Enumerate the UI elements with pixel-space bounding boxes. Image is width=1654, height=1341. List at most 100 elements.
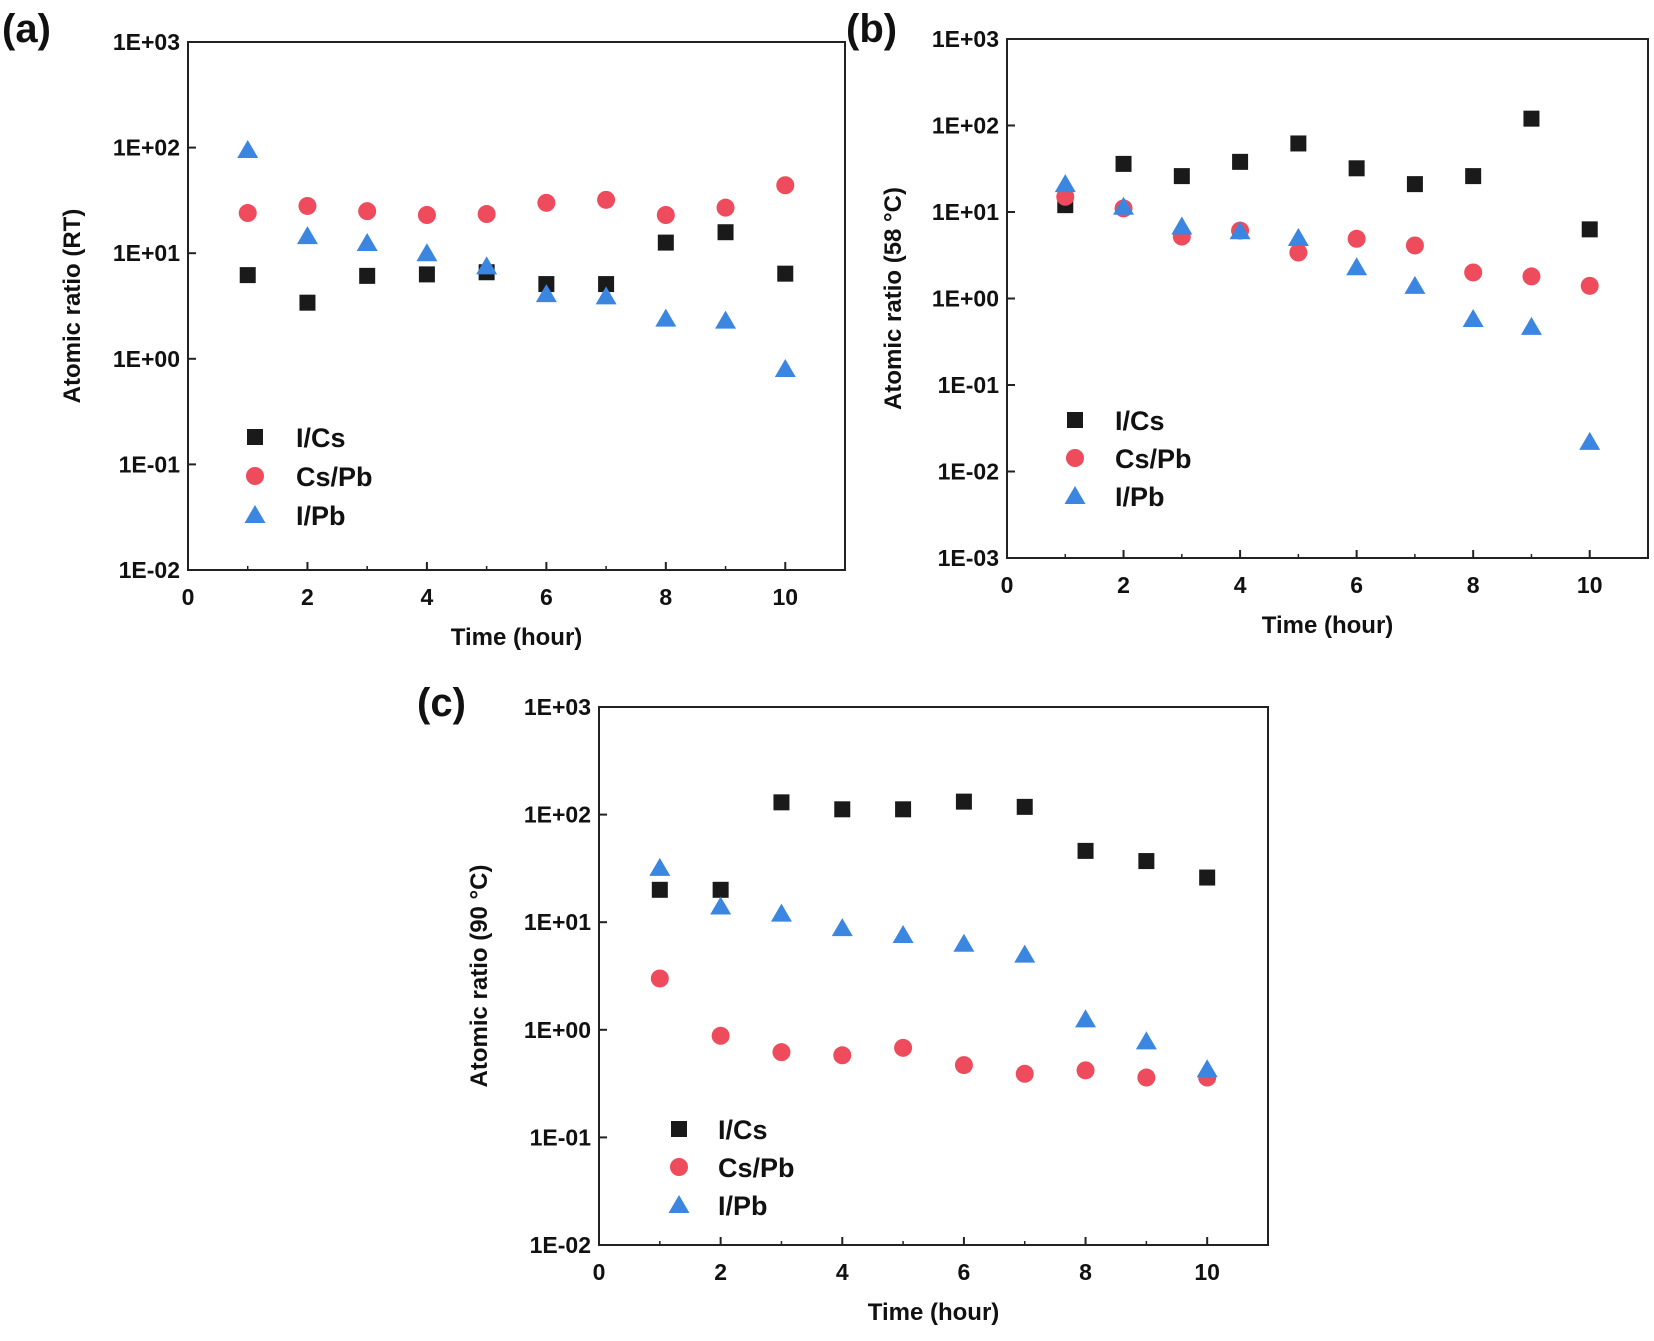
x-tick-label: 4 — [836, 1259, 849, 1285]
data-point — [1290, 135, 1307, 152]
data-point — [1404, 275, 1426, 294]
y-tick-label: 1E+01 — [113, 240, 180, 266]
legend-marker — [244, 505, 266, 523]
data-point — [773, 794, 790, 811]
data-point — [955, 793, 972, 810]
data-point — [597, 190, 616, 209]
data-point — [954, 1056, 973, 1075]
data-point — [1405, 236, 1424, 255]
y-axis-label: Atomic ratio (90 °C) — [466, 865, 493, 1088]
data-point — [715, 310, 737, 329]
y-axis-label: Atomic ratio (RT) — [59, 209, 86, 404]
legend: I/Cs Cs/Pb I/Pb — [1064, 406, 1192, 512]
data-point — [1054, 174, 1076, 193]
data-point — [776, 176, 795, 195]
series-i-pb — [649, 857, 1218, 1078]
legend-label: Cs/Pb — [296, 462, 373, 492]
data-point — [1173, 168, 1190, 185]
x-tick-label: 8 — [659, 584, 672, 610]
data-point — [418, 266, 435, 283]
data-point — [710, 896, 732, 915]
y-tick-label: 1E+02 — [113, 135, 180, 161]
series-cs-pb — [1056, 187, 1599, 295]
data-point — [595, 286, 617, 305]
data-point — [1075, 1009, 1097, 1028]
series-cs-pb — [650, 969, 1217, 1087]
x-tick-label: 6 — [540, 584, 553, 610]
data-point — [1196, 1059, 1218, 1078]
data-point — [834, 801, 851, 818]
data-point — [770, 903, 792, 922]
data-point — [239, 267, 256, 284]
data-point — [1465, 168, 1482, 185]
data-point — [953, 933, 975, 952]
plot-frame — [1006, 38, 1649, 559]
y-tick-label: 1E-01 — [119, 451, 181, 477]
y-tick-label: 1E+02 — [932, 113, 999, 139]
panel-c: (c) 0 2 4 6 8 10 1E-02 1E-01 1E+00 1E+01 1E+02 1E+03… — [417, 681, 1269, 1326]
data-point — [1016, 798, 1033, 815]
legend-marker — [671, 1121, 687, 1137]
legend-label: Cs/Pb — [718, 1153, 795, 1183]
legend-marker — [668, 1195, 690, 1213]
y-tick-label: 1E+03 — [113, 29, 180, 55]
y-tick-label: 1E-02 — [530, 1232, 591, 1258]
legend-label: I/Pb — [296, 501, 346, 531]
data-point — [716, 198, 735, 217]
data-point — [777, 265, 794, 282]
plot-frame — [187, 41, 846, 571]
data-point — [535, 284, 557, 303]
data-point — [1406, 176, 1423, 193]
x-tick-label: 8 — [1079, 1259, 1092, 1285]
y-tick-label: 1E-02 — [119, 557, 180, 583]
x-tick-label: 0 — [1001, 572, 1014, 598]
data-point — [359, 267, 376, 284]
y-tick-label: 1E-01 — [530, 1124, 592, 1150]
legend-label: I/Pb — [1115, 482, 1165, 512]
y-tick-label: 1E-01 — [938, 372, 1000, 398]
data-point — [712, 881, 729, 898]
y-tick-label: 1E+00 — [113, 346, 180, 372]
data-point — [476, 256, 498, 275]
y-tick-label: 1E+01 — [524, 909, 591, 935]
data-point — [1115, 155, 1132, 172]
data-point — [1579, 431, 1601, 450]
data-point — [657, 234, 674, 251]
data-point — [1581, 221, 1598, 238]
data-point — [1464, 263, 1483, 282]
series-cs-pb — [238, 176, 795, 225]
y-tick-label: 1E-02 — [938, 459, 999, 485]
data-point — [1346, 257, 1368, 276]
legend-marker — [1067, 412, 1083, 428]
data-point — [894, 1038, 913, 1057]
data-point — [537, 193, 556, 212]
panel-label: (a) — [2, 7, 51, 51]
data-point — [651, 881, 668, 898]
panel-b: (b) 0 2 4 6 8 10 1E-03 1E-02 1E-01 1E+00 1E+01 1E+02… — [846, 7, 1649, 639]
data-point — [237, 139, 259, 158]
data-point — [895, 801, 912, 818]
x-tick-label: 0 — [182, 584, 195, 610]
legend-marker — [246, 467, 264, 485]
y-tick-label: 1E+03 — [524, 694, 591, 720]
panel-a: (a) 0 2 4 6 8 10 1E-02 1E-01 1E+00 1E+01 1E+02 1E+03… — [2, 7, 846, 651]
x-tick-label: 4 — [1234, 572, 1247, 598]
x-axis-label: Time (hour) — [868, 1299, 1000, 1326]
data-point — [772, 1043, 791, 1062]
data-point — [1076, 1061, 1095, 1080]
legend-label: I/Cs — [1115, 406, 1165, 436]
x-tick-label: 2 — [301, 584, 314, 610]
legend-marker — [1066, 449, 1084, 467]
data-point — [1056, 187, 1075, 206]
x-tick-label: 6 — [958, 1259, 971, 1285]
x-tick-label: 10 — [772, 584, 798, 610]
data-point — [1287, 228, 1309, 247]
y-tick-label: 1E+02 — [524, 802, 591, 828]
data-point — [1462, 308, 1484, 327]
data-point — [477, 205, 496, 224]
data-point — [655, 308, 677, 327]
legend-marker — [1064, 486, 1086, 504]
legend: I/Cs Cs/Pb I/Pb — [244, 423, 373, 531]
panel-label: (b) — [846, 7, 897, 51]
data-point — [1137, 1068, 1156, 1087]
